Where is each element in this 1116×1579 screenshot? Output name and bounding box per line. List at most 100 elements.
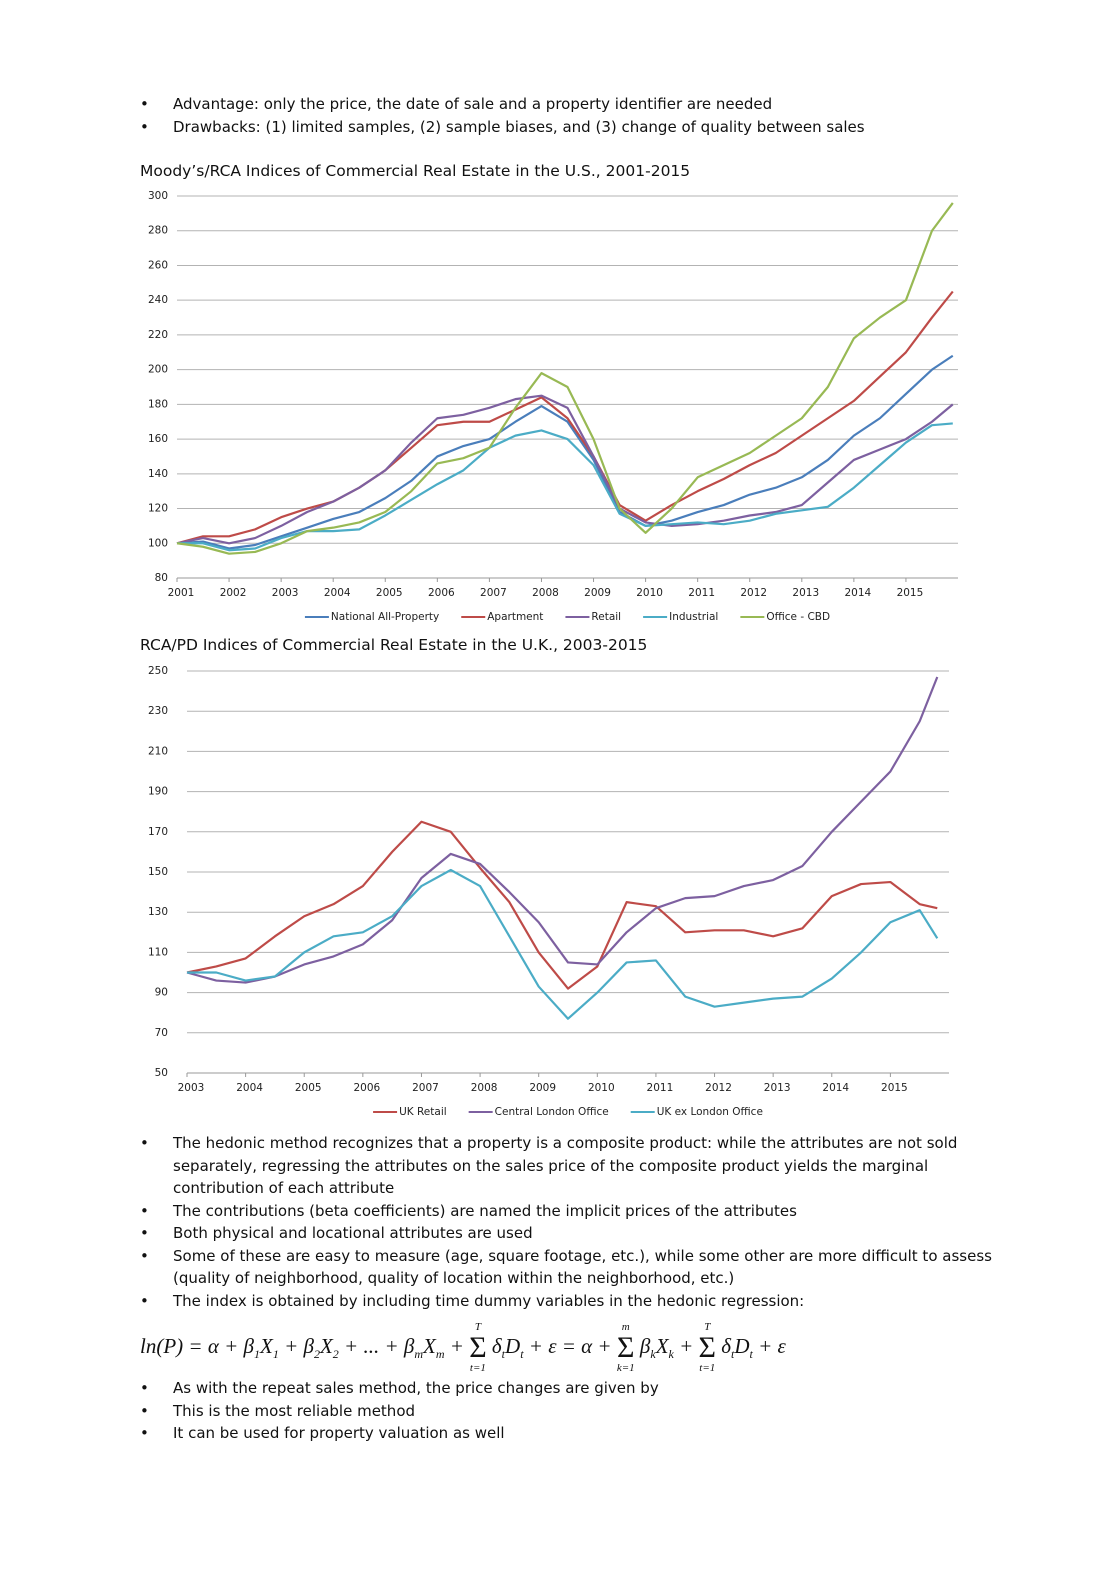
formula-subscript: 2 <box>332 1347 339 1361</box>
legend-label: UK Retail <box>399 1106 447 1118</box>
legend-label: Office - CBD <box>766 611 830 623</box>
formula-text: δ <box>486 1333 502 1358</box>
formula-text: D <box>505 1333 521 1358</box>
y-tick-label: 220 <box>148 329 168 341</box>
legend-label: Apartment <box>487 611 543 623</box>
bullets-top: Advantage: only the price, the date of s… <box>140 93 1000 138</box>
x-tick-label: 2005 <box>376 587 403 599</box>
series-line <box>186 820 938 990</box>
y-tick-label: 130 <box>148 906 168 918</box>
formula-text: X <box>259 1333 273 1358</box>
formula-text: + ... + β <box>338 1333 415 1358</box>
chart: 50 70 90 110 130 150 170 190 210 230 250 2003 2004 20… <box>148 665 949 1118</box>
sum-sign: Σ <box>469 1331 487 1364</box>
formula: ln(P) = α + β1X1 + β2X2 + ... + βmXm + T… <box>140 1322 786 1374</box>
x-tick-label: 2013 <box>792 587 819 599</box>
formula-subscript: m <box>414 1347 424 1361</box>
series-line <box>176 202 954 555</box>
legend-label: Industrial <box>669 611 718 623</box>
y-tick-label: 110 <box>148 946 168 958</box>
formula-subscript: 2 <box>313 1347 320 1361</box>
bullet-item: Some of these are easy to measure (age, … <box>140 1245 1000 1290</box>
bullets-bottom: The hedonic method recognizes that a pro… <box>140 1132 1000 1312</box>
bullet-item: The hedonic method recognizes that a pro… <box>140 1132 1000 1200</box>
formula-text: X <box>655 1333 669 1358</box>
formula-text: X <box>319 1333 333 1358</box>
x-tick-label: 2003 <box>272 587 299 599</box>
y-tick-label: 250 <box>148 665 168 677</box>
x-tick-label: 2008 <box>532 587 559 599</box>
x-tick-label: 2012 <box>740 587 767 599</box>
formula-subscript: k <box>668 1347 674 1361</box>
y-tick-label: 210 <box>148 745 168 757</box>
bullets-end: As with the repeat sales method, the pri… <box>140 1377 1000 1445</box>
sum-upper: T <box>474 1321 481 1333</box>
chart: 80 100 120 140 160 180 200 220 240 260 280 300 2001 2… <box>148 190 958 623</box>
y-tick-label: 180 <box>148 398 168 410</box>
x-tick-label: 2014 <box>822 1082 849 1094</box>
y-tick-label: 170 <box>148 826 168 838</box>
bullet-item: Advantage: only the price, the date of s… <box>140 93 1000 116</box>
bullet-list: Advantage: only the price, the date of s… <box>140 93 1000 138</box>
y-tick-label: 230 <box>148 705 168 717</box>
sum-sign: Σ <box>617 1331 635 1364</box>
y-tick-label: 50 <box>155 1067 168 1079</box>
sum-lower: t=1 <box>469 1362 486 1374</box>
formula-text: β <box>634 1333 651 1358</box>
bullet-item: This is the most reliable method <box>140 1400 1000 1423</box>
chart-title: RCA/PD Indices of Commercial Real Estate… <box>140 636 648 654</box>
y-tick-label: 100 <box>148 537 168 549</box>
y-tick-label: 90 <box>155 987 168 999</box>
formula-subscript: t <box>731 1347 735 1361</box>
formula-text: + β <box>278 1333 314 1358</box>
series-line <box>186 676 939 984</box>
bullet-item: The index is obtained by including time … <box>140 1290 1000 1313</box>
bullet-list: The hedonic method recognizes that a pro… <box>140 1132 1000 1312</box>
x-tick-label: 2010 <box>588 1082 615 1094</box>
x-tick-label: 2004 <box>236 1082 263 1094</box>
bullet-item: It can be used for property valuation as… <box>140 1422 1000 1445</box>
x-tick-label: 2011 <box>647 1082 674 1094</box>
x-tick-label: 2006 <box>353 1082 380 1094</box>
y-tick-label: 260 <box>148 259 168 271</box>
series-line <box>187 868 939 1020</box>
formula-text: δ <box>716 1333 732 1358</box>
y-tick-label: 140 <box>148 468 168 480</box>
formula-text: X <box>423 1333 436 1358</box>
formula-subscript: t <box>520 1347 524 1361</box>
bullet-item: The contributions (beta coefficients) ar… <box>140 1200 1000 1223</box>
formula-subscript: t <box>501 1347 506 1361</box>
formula-text: + ε = α + <box>523 1333 617 1358</box>
y-tick-label: 280 <box>148 225 168 237</box>
x-tick-label: 2005 <box>295 1082 322 1094</box>
formula-subscript: t <box>749 1347 753 1361</box>
x-tick-label: 2015 <box>881 1082 908 1094</box>
sum-sign: Σ <box>698 1331 716 1364</box>
x-tick-label: 2007 <box>412 1082 439 1094</box>
formula-subscript: 1 <box>253 1347 260 1361</box>
legend-label: Central London Office <box>495 1106 609 1118</box>
sum-upper: T <box>704 1321 711 1333</box>
x-tick-label: 2015 <box>897 587 924 599</box>
x-tick-label: 2003 <box>178 1082 205 1094</box>
y-tick-label: 300 <box>148 190 168 202</box>
formula-subscript: m <box>435 1347 445 1361</box>
x-tick-label: 2010 <box>636 587 663 599</box>
sum-lower: k=1 <box>616 1362 635 1374</box>
formula-text: + <box>673 1333 699 1358</box>
sum-upper: m <box>621 1321 630 1333</box>
y-tick-label: 190 <box>148 786 168 798</box>
series-line <box>176 290 954 545</box>
x-tick-label: 2009 <box>529 1082 556 1094</box>
legend: National All-Property Apartment Retail Indu… <box>304 611 830 623</box>
x-tick-label: 2013 <box>764 1082 791 1094</box>
series-line <box>176 394 954 545</box>
formula-subscript: 1 <box>272 1347 279 1361</box>
bullet-item: Both physical and locational attributes … <box>140 1222 1000 1245</box>
x-tick-label: 2001 <box>168 587 195 599</box>
y-tick-label: 150 <box>148 866 168 878</box>
